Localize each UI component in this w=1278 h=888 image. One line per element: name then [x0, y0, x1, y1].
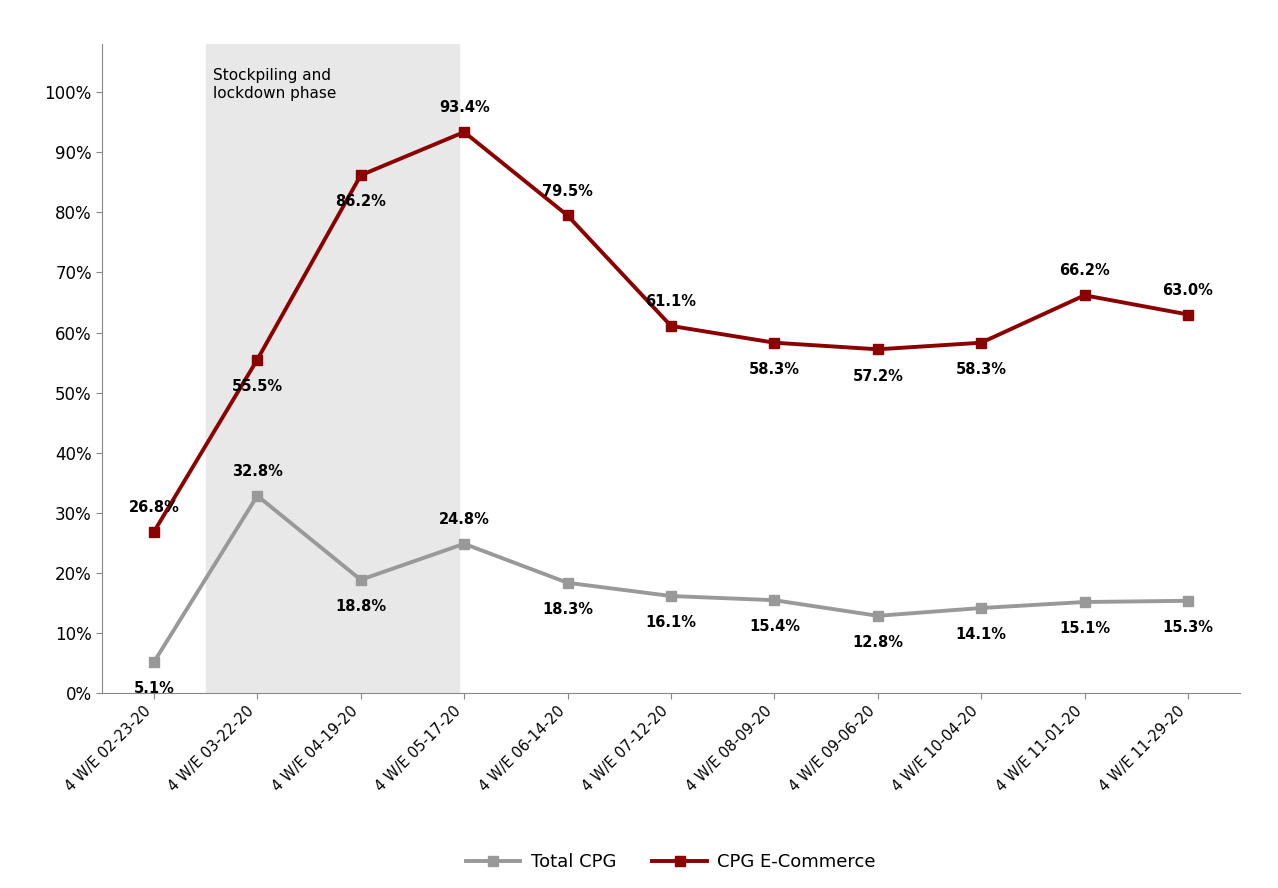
CPG E-Commerce	[456, 127, 472, 138]
CPG E-Commerce	[870, 344, 886, 354]
CPG E-Commerce	[1181, 309, 1196, 320]
CPG E-Commerce	[146, 527, 161, 537]
Total CPG	[353, 575, 368, 585]
Total CPG	[560, 577, 575, 588]
CPG E-Commerce	[249, 354, 265, 365]
CPG E-Commerce	[353, 170, 368, 180]
CPG E-Commerce	[767, 337, 782, 348]
Text: 24.8%: 24.8%	[438, 512, 489, 527]
Legend: Total CPG, CPG E-Commerce: Total CPG, CPG E-Commerce	[459, 845, 883, 878]
Text: 26.8%: 26.8%	[129, 500, 179, 515]
Total CPG	[767, 595, 782, 606]
Text: 55.5%: 55.5%	[231, 378, 282, 393]
Line: CPG E-Commerce: CPG E-Commerce	[150, 127, 1192, 536]
Text: 15.4%: 15.4%	[749, 620, 800, 634]
CPG E-Commerce	[560, 210, 575, 221]
Text: 5.1%: 5.1%	[133, 681, 174, 696]
Text: 63.0%: 63.0%	[1163, 282, 1213, 297]
Text: 15.3%: 15.3%	[1163, 620, 1213, 635]
Bar	[206, 44, 459, 693]
Text: 57.2%: 57.2%	[852, 369, 904, 384]
Text: 58.3%: 58.3%	[956, 362, 1007, 377]
Text: 61.1%: 61.1%	[645, 294, 697, 309]
CPG E-Commerce	[974, 337, 989, 348]
Total CPG	[1077, 597, 1093, 607]
Text: 58.3%: 58.3%	[749, 362, 800, 377]
Line: Total CPG: Total CPG	[150, 491, 1192, 667]
Total CPG	[146, 657, 161, 668]
Total CPG	[1181, 596, 1196, 607]
Text: 86.2%: 86.2%	[335, 194, 386, 210]
Text: 14.1%: 14.1%	[956, 627, 1007, 642]
Text: 15.1%: 15.1%	[1059, 622, 1111, 636]
Total CPG	[663, 591, 679, 601]
Text: 12.8%: 12.8%	[852, 635, 904, 650]
Text: 18.8%: 18.8%	[335, 599, 386, 614]
Text: Stockpiling and
lockdown phase: Stockpiling and lockdown phase	[213, 68, 336, 101]
Text: 93.4%: 93.4%	[438, 100, 489, 115]
Total CPG	[974, 603, 989, 614]
Text: 32.8%: 32.8%	[231, 464, 282, 479]
Total CPG	[249, 490, 265, 501]
Text: 66.2%: 66.2%	[1059, 264, 1109, 279]
Text: 79.5%: 79.5%	[542, 184, 593, 199]
CPG E-Commerce	[1077, 290, 1093, 301]
Text: 18.3%: 18.3%	[542, 602, 593, 617]
CPG E-Commerce	[663, 321, 679, 331]
Total CPG	[456, 538, 472, 549]
Text: 16.1%: 16.1%	[645, 615, 697, 630]
Total CPG	[870, 610, 886, 621]
